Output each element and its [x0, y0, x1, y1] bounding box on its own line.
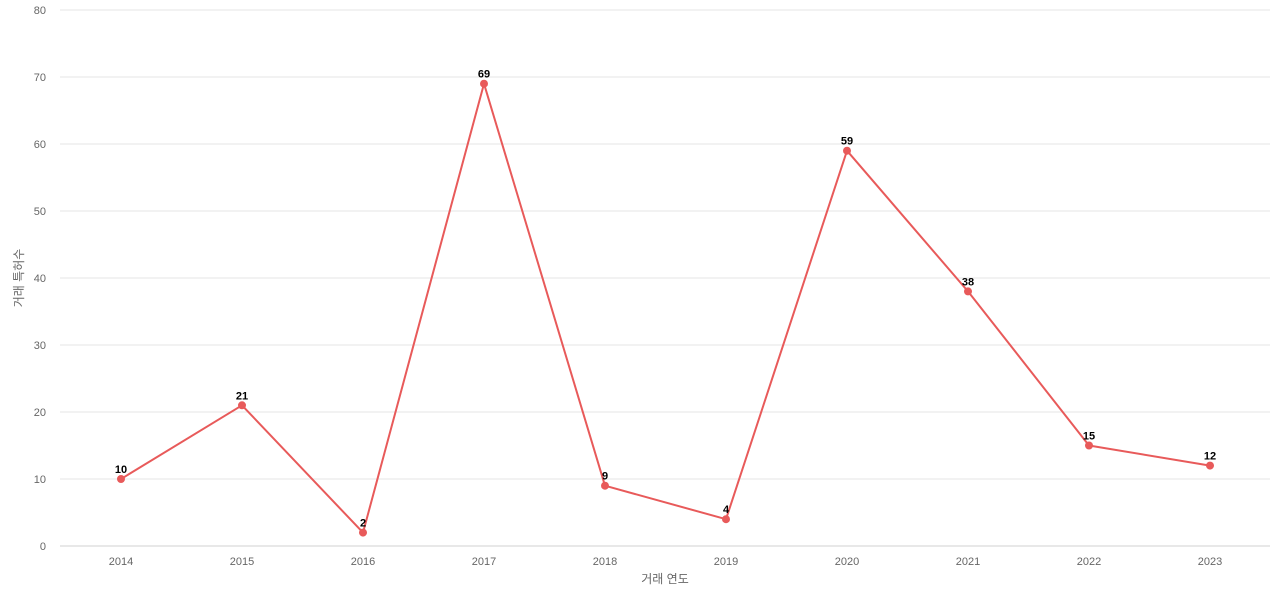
x-axis-ticks: 2014 2015 2016 2017 2018 2019 2020 2021 2022 2023 — [109, 556, 1222, 568]
data-label: 9 — [602, 471, 608, 483]
y-tick-label: 50 — [34, 206, 46, 218]
y-tick-label: 40 — [34, 273, 46, 285]
y-axis-title: 거래 특허수 — [12, 249, 26, 308]
y-tick-label: 80 — [34, 5, 46, 17]
x-tick-label: 2019 — [714, 556, 738, 568]
data-point[interactable] — [722, 515, 730, 524]
data-label: 2 — [360, 518, 366, 530]
x-tick-label: 2017 — [472, 556, 496, 568]
data-point[interactable] — [601, 481, 609, 490]
x-tick-label: 2021 — [956, 556, 980, 568]
y-tick-label: 60 — [34, 139, 46, 151]
series-layer — [117, 79, 1214, 537]
y-tick-label: 10 — [34, 474, 46, 486]
data-label: 10 — [115, 464, 127, 476]
data-label: 21 — [236, 390, 248, 402]
series-line — [120, 82, 1211, 534]
x-tick-label: 2020 — [835, 556, 859, 568]
gridlines — [60, 9, 1270, 547]
data-point[interactable] — [238, 401, 246, 410]
x-axis-title: 거래 연도 — [641, 572, 689, 586]
data-label: 12 — [1204, 451, 1216, 463]
data-point[interactable] — [964, 287, 972, 296]
data-labels: 10 21 2 69 9 4 59 38 15 12 — [115, 69, 1216, 530]
y-tick-label: 0 — [40, 541, 46, 553]
x-tick-label: 2018 — [593, 556, 617, 568]
data-point[interactable] — [359, 528, 367, 537]
y-tick-label: 20 — [34, 407, 46, 419]
data-label: 15 — [1083, 431, 1095, 443]
x-tick-label: 2023 — [1198, 556, 1222, 568]
data-point[interactable] — [1085, 441, 1093, 450]
data-label: 38 — [962, 276, 974, 288]
data-point[interactable] — [117, 475, 125, 483]
data-point[interactable] — [480, 79, 488, 88]
data-label: 4 — [723, 504, 730, 516]
data-point[interactable] — [1206, 461, 1214, 470]
y-axis-ticks: 0 10 20 30 40 50 60 70 80 — [34, 5, 46, 553]
x-tick-label: 2016 — [351, 556, 375, 568]
y-tick-label: 70 — [34, 72, 46, 84]
data-point[interactable] — [843, 146, 851, 155]
data-label: 59 — [841, 136, 853, 148]
x-tick-label: 2014 — [109, 556, 133, 568]
data-label: 69 — [478, 69, 490, 81]
x-tick-label: 2022 — [1077, 556, 1101, 568]
y-tick-label: 30 — [34, 340, 46, 352]
x-tick-label: 2015 — [230, 556, 254, 568]
